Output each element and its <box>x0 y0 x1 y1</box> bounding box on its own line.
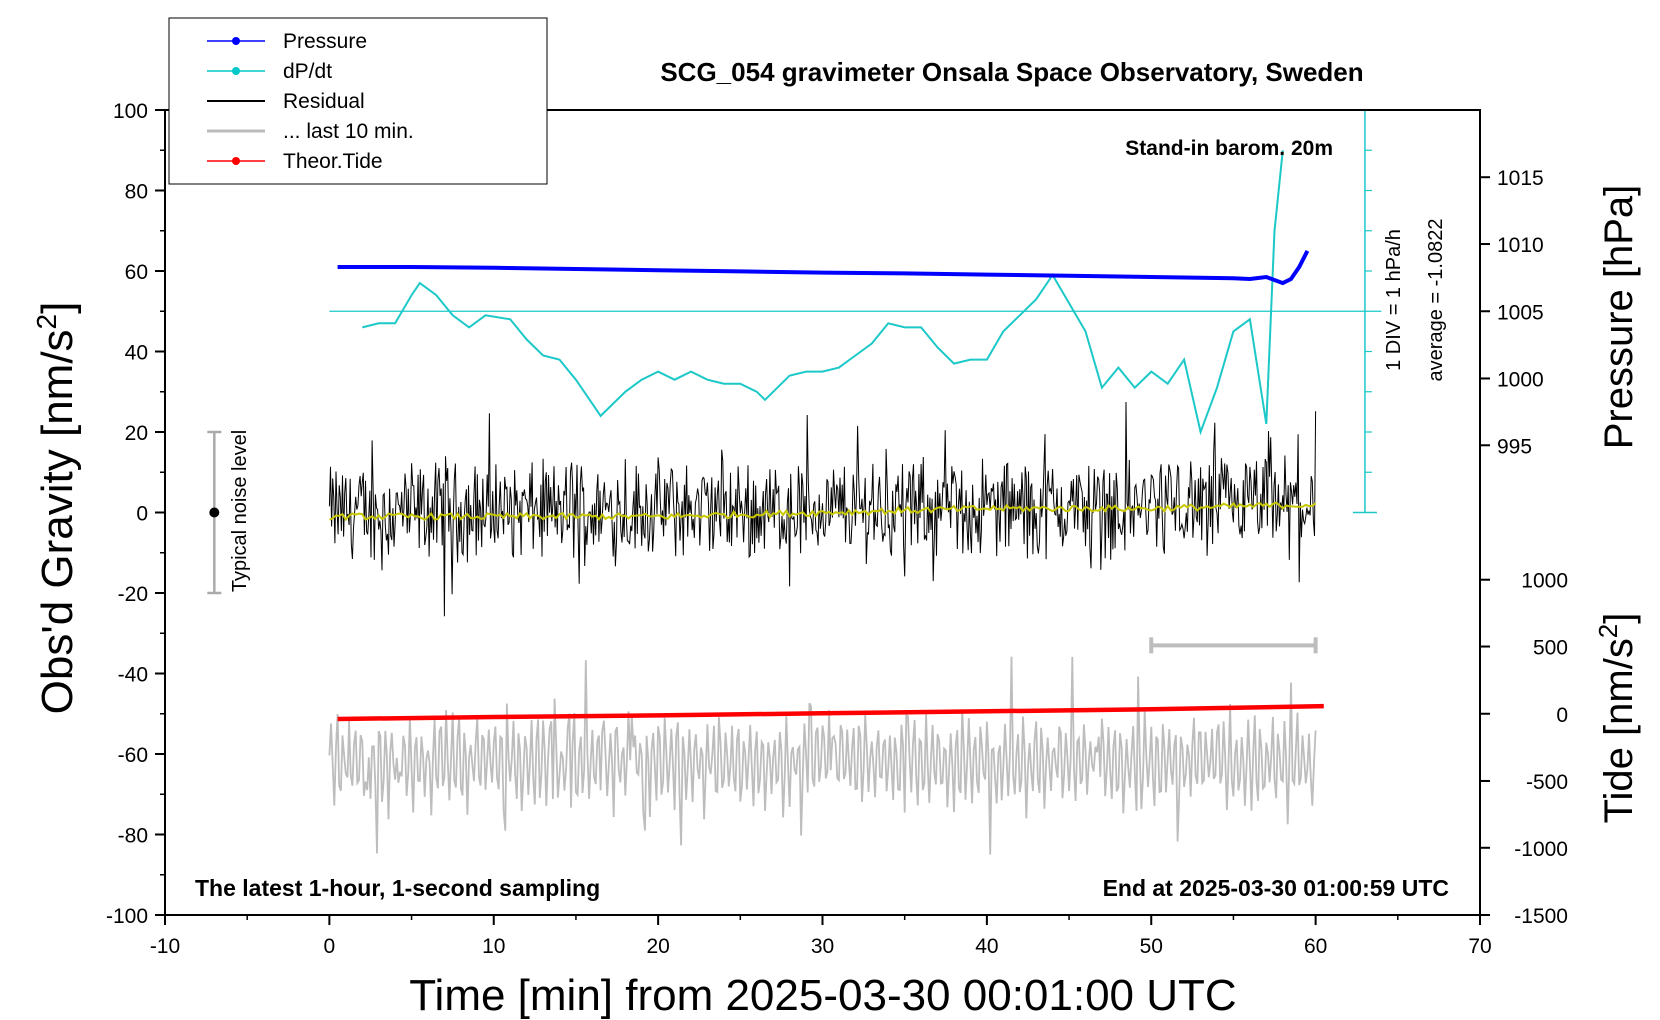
pressure-tick-label: 1000 <box>1497 368 1544 391</box>
legend-label: Theor.Tide <box>283 150 383 173</box>
y-left-tick-label: 20 <box>125 422 148 445</box>
y-left-tick-label: 80 <box>125 181 148 204</box>
tide-axis-title: Tide [nm/s2] <box>1593 613 1641 824</box>
legend-label: dP/dt <box>283 60 332 83</box>
y-left-axis-title: Obs'd Gravity [nm/s2] <box>31 302 82 715</box>
y-left-title-main: Obs'd Gravity [nm/s <box>33 329 82 714</box>
y-left-tick-label: -40 <box>118 664 148 687</box>
legend-marker <box>232 67 240 75</box>
pressure-tick-label: 1005 <box>1497 301 1544 324</box>
pressure-tick-label: 995 <box>1497 435 1532 458</box>
x-tick-label: 40 <box>975 935 998 958</box>
last-10-min-layer <box>328 656 1317 855</box>
annotation-layer <box>207 110 1382 654</box>
x-tick-label: 30 <box>811 935 834 958</box>
chart-title: SCG_054 gravimeter Onsala Space Observat… <box>660 57 1363 87</box>
noise-level-label: Typical noise level <box>229 430 251 592</box>
tide-title-end: ] <box>1597 613 1641 624</box>
y-left-tick-label: -60 <box>118 744 148 767</box>
tide-title-sup: 2 <box>1593 624 1623 638</box>
noise-level-dot <box>209 507 220 518</box>
tide-tick-label: -500 <box>1526 771 1568 794</box>
legend-label: Residual <box>283 90 365 113</box>
tide-line <box>337 703 1324 722</box>
tide-tick-label: 0 <box>1556 704 1568 727</box>
legend-entry-pressure: Pressure <box>207 30 367 53</box>
legend-label: ... last 10 min. <box>283 120 414 143</box>
legend-entry-dpdt: dP/dt <box>207 60 332 83</box>
y-left-tick-label: 100 <box>113 100 148 123</box>
series-layer <box>337 150 1324 722</box>
x-tick-label: 60 <box>1304 935 1327 958</box>
axis-ticks: -10 0 10 20 30 40 50 60 70-100-80-60-40-20020406… <box>106 100 1568 958</box>
x-tick-label: 50 <box>1140 935 1163 958</box>
legend-entry-residual: Residual <box>207 90 365 113</box>
y-left-tick-label: 60 <box>125 261 148 284</box>
y-left-title-end: ] <box>33 302 82 314</box>
tide-tick-label: 1000 <box>1521 570 1568 593</box>
residual-line <box>328 401 1317 617</box>
x-tick-label: 0 <box>324 935 336 958</box>
end-time-note: End at 2025-03-30 01:00:59 UTC <box>1103 875 1449 901</box>
legend: Pressure dP/dt Residual ... last 10 min.… <box>168 17 548 185</box>
y-left-title-sup: 2 <box>31 314 62 330</box>
tide-tick-label: -1000 <box>1514 838 1568 861</box>
pressure-axis-title: Pressure [hPa] <box>1597 185 1641 450</box>
pressure-tick-label: 1015 <box>1497 167 1544 190</box>
div-scale-label: 1 DIV = 1 hPa/h <box>1383 229 1405 371</box>
dpdt-line <box>362 150 1284 436</box>
residual-mean-line <box>329 501 1317 522</box>
legend-marker <box>232 157 240 165</box>
pressure-line <box>337 249 1310 286</box>
x-tick-label: 20 <box>646 935 669 958</box>
legend-marker <box>232 37 240 45</box>
x-tick-label: 10 <box>482 935 505 958</box>
tide-tick-label: 500 <box>1533 637 1568 660</box>
legend-label: Pressure <box>283 30 367 53</box>
x-tick-label: -10 <box>150 935 180 958</box>
y-left-tick-label: 0 <box>136 503 148 526</box>
residual-layer <box>328 401 1317 617</box>
y-left-tick-label: -100 <box>106 905 148 928</box>
x-tick-label: 70 <box>1468 935 1491 958</box>
y-left-tick-label: -80 <box>118 825 148 848</box>
legend-entry-theor-tide: Theor.Tide <box>207 150 383 173</box>
barometer-note: Stand-in barom. 20m <box>1125 137 1333 160</box>
sampling-note: The latest 1-hour, 1-second sampling <box>195 875 600 901</box>
tide-tick-label: -1500 <box>1514 905 1568 928</box>
y-left-tick-label: -20 <box>118 583 148 606</box>
legend-box <box>168 17 548 185</box>
y-left-tick-label: 40 <box>125 342 148 365</box>
last-10-min-line <box>328 656 1317 855</box>
legend-entry-last-10-min: ... last 10 min. <box>207 120 414 143</box>
average-label: average = -1.0822 <box>1425 219 1447 382</box>
pressure-tick-label: 1010 <box>1497 234 1544 257</box>
x-axis-title: Time [min] from 2025-03-30 00:01:00 UTC <box>409 971 1236 1020</box>
tide-title-main: Tide [nm/s <box>1597 638 1641 823</box>
